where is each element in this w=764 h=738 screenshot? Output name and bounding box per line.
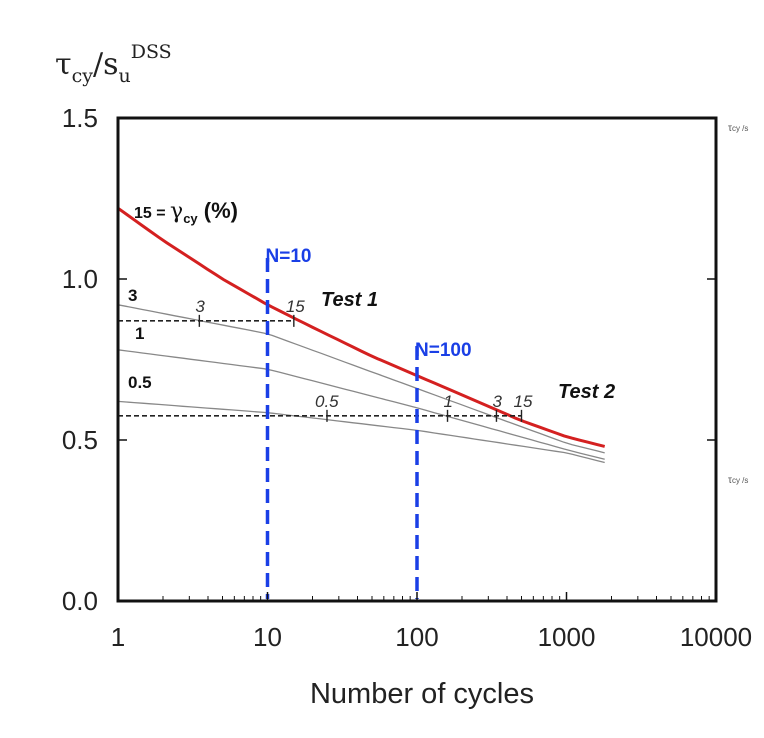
- tests-layer: [118, 314, 523, 422]
- side-label-bottom: τcy /s: [728, 475, 748, 486]
- test-point-label: 3: [492, 392, 502, 411]
- y-tick-label: 1.0: [62, 264, 98, 294]
- curve-label-3: 3: [128, 286, 137, 305]
- gamma-label: 15 = γcy (%): [134, 198, 238, 226]
- verticals-layer: [265, 258, 419, 599]
- x-tick-label: 100: [395, 622, 438, 652]
- y-tick-label: 1.5: [62, 103, 98, 133]
- curve-gamma-15: [117, 206, 606, 448]
- y-tick-label: 0.0: [62, 586, 98, 616]
- vertical-label-N-100: N=100: [415, 340, 472, 361]
- curve-gamma-1: [117, 349, 605, 460]
- y-tick-label: 0.5: [62, 425, 98, 455]
- curves-layer: [117, 206, 606, 464]
- test-point-label: 0.5: [315, 392, 339, 411]
- curve-label-0_5: 0.5: [128, 373, 152, 392]
- x-tick-label: 10000: [680, 622, 752, 652]
- curve-label-1: 1: [135, 324, 144, 343]
- x-tick-label: 1000: [538, 622, 596, 652]
- test-point-label: 3: [195, 297, 205, 316]
- y-axis-title: τcy/suDSS: [55, 41, 172, 87]
- test-label-2: Test 2: [558, 381, 615, 403]
- x-axis-title: Number of cycles: [310, 678, 534, 710]
- test-point-label: 1: [444, 392, 453, 411]
- x-tick-label: 1: [111, 622, 125, 652]
- side-label-top: τcy /s: [728, 123, 748, 134]
- curve-gamma-0_5: [117, 400, 605, 464]
- labels-layer: 0.5 1 3 15 = γcy (%) 3 15 Test 1 0.5 1 3 15 Test 2 N…: [128, 198, 615, 411]
- axes-layer: 1 10 100 1000 10000 0.0 0.5 1.0 1.5 Number of cyc…: [55, 41, 752, 710]
- test-point-label: 15: [286, 297, 305, 316]
- x-tick-label: 10: [253, 622, 282, 652]
- test-label-1: Test 1: [321, 289, 378, 311]
- curve-gamma-3: [117, 304, 605, 454]
- test-point-label: 15: [513, 392, 532, 411]
- vertical-label-N-10: N=10: [266, 246, 312, 267]
